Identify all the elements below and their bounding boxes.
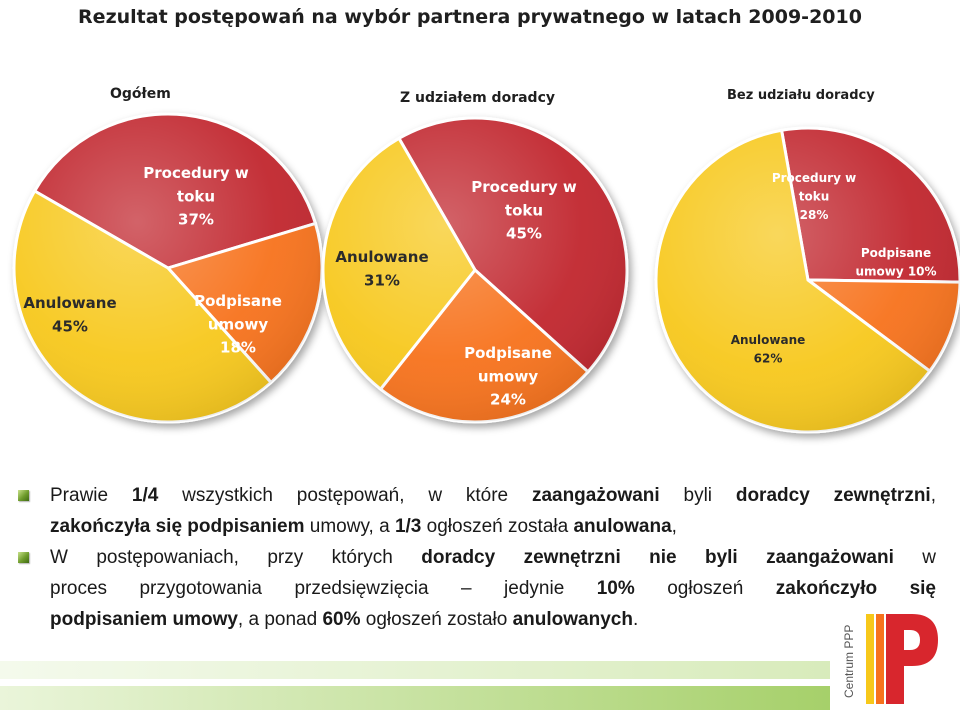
text-run: w [893,547,936,568]
slice-label-line: Podpisane [464,344,552,362]
slice-label-line: Podpisane [194,292,282,310]
slice-label-line: Procedury w [471,178,577,196]
pie-charts: Procedury w toku 37% Podpisane umowy 18% Anulo… [12,112,960,434]
text-run: byli [659,485,736,506]
text-run: . [632,609,639,630]
text-run: , [671,516,677,537]
slice-label-anulowane: Anulowane 31% [335,248,428,289]
pie-chart-1 [12,112,324,424]
slice-label-line: 37% [178,211,214,229]
slice-label-line: toku [799,190,830,204]
text-run: zaangażowani [531,485,660,506]
slice-label-line: 31% [364,271,400,289]
bullet-2-line-2: proces przygotowania przedsięwzięcia – j… [50,573,936,604]
text-run: 1/3 [394,516,422,537]
chart-title-bez-udzialu: Bez udziału doradcy [727,88,875,103]
slice-label-line: toku [177,187,215,205]
text-run: anulowanych [512,609,633,630]
chart-title-z-udzialem: Z udziałem doradcy [400,90,555,106]
bullet-item-1: Prawie 1/4 wszystkich postępowań, w któr… [18,480,936,542]
footer-band-dark [0,686,830,710]
slice-label-line: umowy [478,367,538,385]
bullet-2-line-3: podpisaniem umowy, a ponad 60% ogłoszeń … [50,604,936,635]
pie-chart-2 [321,116,629,424]
slice-label-procedury: Procedury w toku 37% [143,164,249,229]
text-run: anulowana [573,516,672,537]
slice-label-podpisane: Podpisane umowy 10% [855,246,936,279]
footer-band-light [0,661,830,679]
text-run: ogłoszeń zostało [360,609,513,630]
summary-bullets: Prawie 1/4 wszystkich postępowań, w któr… [18,480,936,635]
slice-label-line: 28% [800,208,829,222]
slice-label-anulowane: Anulowane 45% [23,294,116,335]
bullet-2-line-1: W postępowaniach, przy których doradcy z… [50,542,936,573]
slice-label-line: 24% [490,391,526,409]
text-run: zakończyła się podpisaniem [50,516,305,537]
chart-title-ogolem: Ogółem [110,86,171,102]
slice-label-line: Procedury w [772,171,856,185]
slice-label-procedury: Procedury w toku 28% [772,171,856,222]
slice-label-anulowane: Anulowane 62% [731,333,806,366]
text-run: podpisaniem umowy [50,609,238,630]
slice-label-procedury: Procedury w toku 45% [471,178,577,243]
slice-label-line: Anulowane [335,248,428,266]
bullet-1-line-1: Prawie 1/4 wszystkich postępowań, w któr… [50,480,936,511]
slice-label-line: 18% [220,339,256,357]
slice-label-line: 45% [52,317,88,335]
slice-label-line: umowy 10% [855,265,936,279]
text-run: wszystkich postępowań, w które [158,485,532,506]
logo-caption: Centrum PPP [842,624,856,698]
text-run: proces przygotowania przedsięwzięcia – j… [50,578,597,599]
centrum-ppp-logo [866,614,938,704]
text-run: 60% [322,609,361,630]
page-title: Rezultat postępowań na wybór partnera pr… [78,6,862,28]
slice-label-podpisane: Podpisane umowy 24% [464,344,552,409]
text-run: umowy, a [304,516,395,537]
slice-label-line: Anulowane [23,294,116,312]
bullet-1-line-2: zakończyła się podpisaniem umowy, a 1/3 … [50,511,936,542]
slice-label-line: umowy [208,315,268,333]
slice-label-line: Procedury w [143,164,249,182]
text-run: zakończyło się [775,578,936,599]
slice-label-line: 45% [506,225,542,243]
text-run: doradcy zewnętrzni [735,485,931,506]
slice-label-line: Anulowane [731,333,806,347]
text-run: ogłoszeń [634,578,776,599]
slice-label-line: Podpisane [861,246,931,260]
square-bullet-icon [18,490,29,501]
text-run: W postępowaniach, przy których [50,547,422,568]
text-run: ogłoszeń została [421,516,574,537]
text-run: , a ponad [237,609,323,630]
slice-label-podpisane: Podpisane umowy 18% [194,292,282,357]
slice-label-line: toku [505,201,543,219]
slice-label-line: 62% [754,352,783,366]
text-run: Prawie [50,485,132,506]
square-bullet-icon [18,552,29,563]
text-run: doradcy zewnętrzni nie byli zaangażowani [421,547,894,568]
text-run: 1/4 [131,485,159,506]
bullet-item-2: W postępowaniach, przy których doradcy z… [18,542,936,635]
text-run: , [930,485,936,506]
text-run: 10% [596,578,635,599]
